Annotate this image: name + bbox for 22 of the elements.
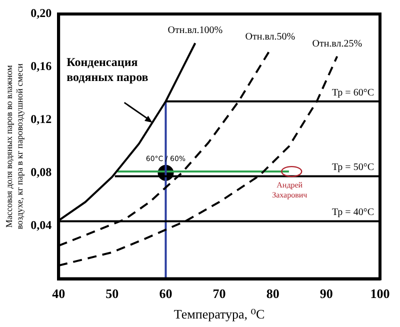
y-tick-label: 0,08 — [30, 164, 52, 179]
x-tick-label: 80 — [266, 286, 280, 301]
series-label: Отн.вл.100% — [168, 25, 223, 36]
y-tick-label: 0,04 — [30, 218, 52, 232]
x-tick-label: 90 — [320, 286, 333, 301]
y-tick-label: 0,12 — [30, 112, 52, 126]
x-tick-label: 60 — [159, 286, 172, 301]
series-label: Тр = 50°C — [332, 162, 374, 174]
y-axis-title: Массовая доля водяных паров во влажном воздухе, кг пара в кг паровоздушной смеси — [4, 63, 25, 230]
series-label: Тр = 60°C — [332, 87, 374, 98]
series-label: Отн.вл.50% — [245, 32, 296, 43]
x-tick-label: 40 — [52, 286, 66, 301]
x-tick-label: 50 — [106, 286, 119, 301]
x-tick-label: 70 — [212, 286, 226, 301]
x-tick-label: 100 — [370, 286, 390, 301]
series-label: Тр = 40°C — [332, 207, 374, 218]
x-axis-title: Температура, ⁰С — [174, 306, 265, 322]
annotation: Конденсация водяных паров — [66, 55, 149, 84]
annotation: Андрей Захарович — [272, 180, 308, 200]
y-tick-label: 0,20 — [30, 6, 52, 20]
series-label: Отн.вл.25% — [312, 38, 362, 50]
y-tick-label: 0,16 — [30, 59, 52, 74]
